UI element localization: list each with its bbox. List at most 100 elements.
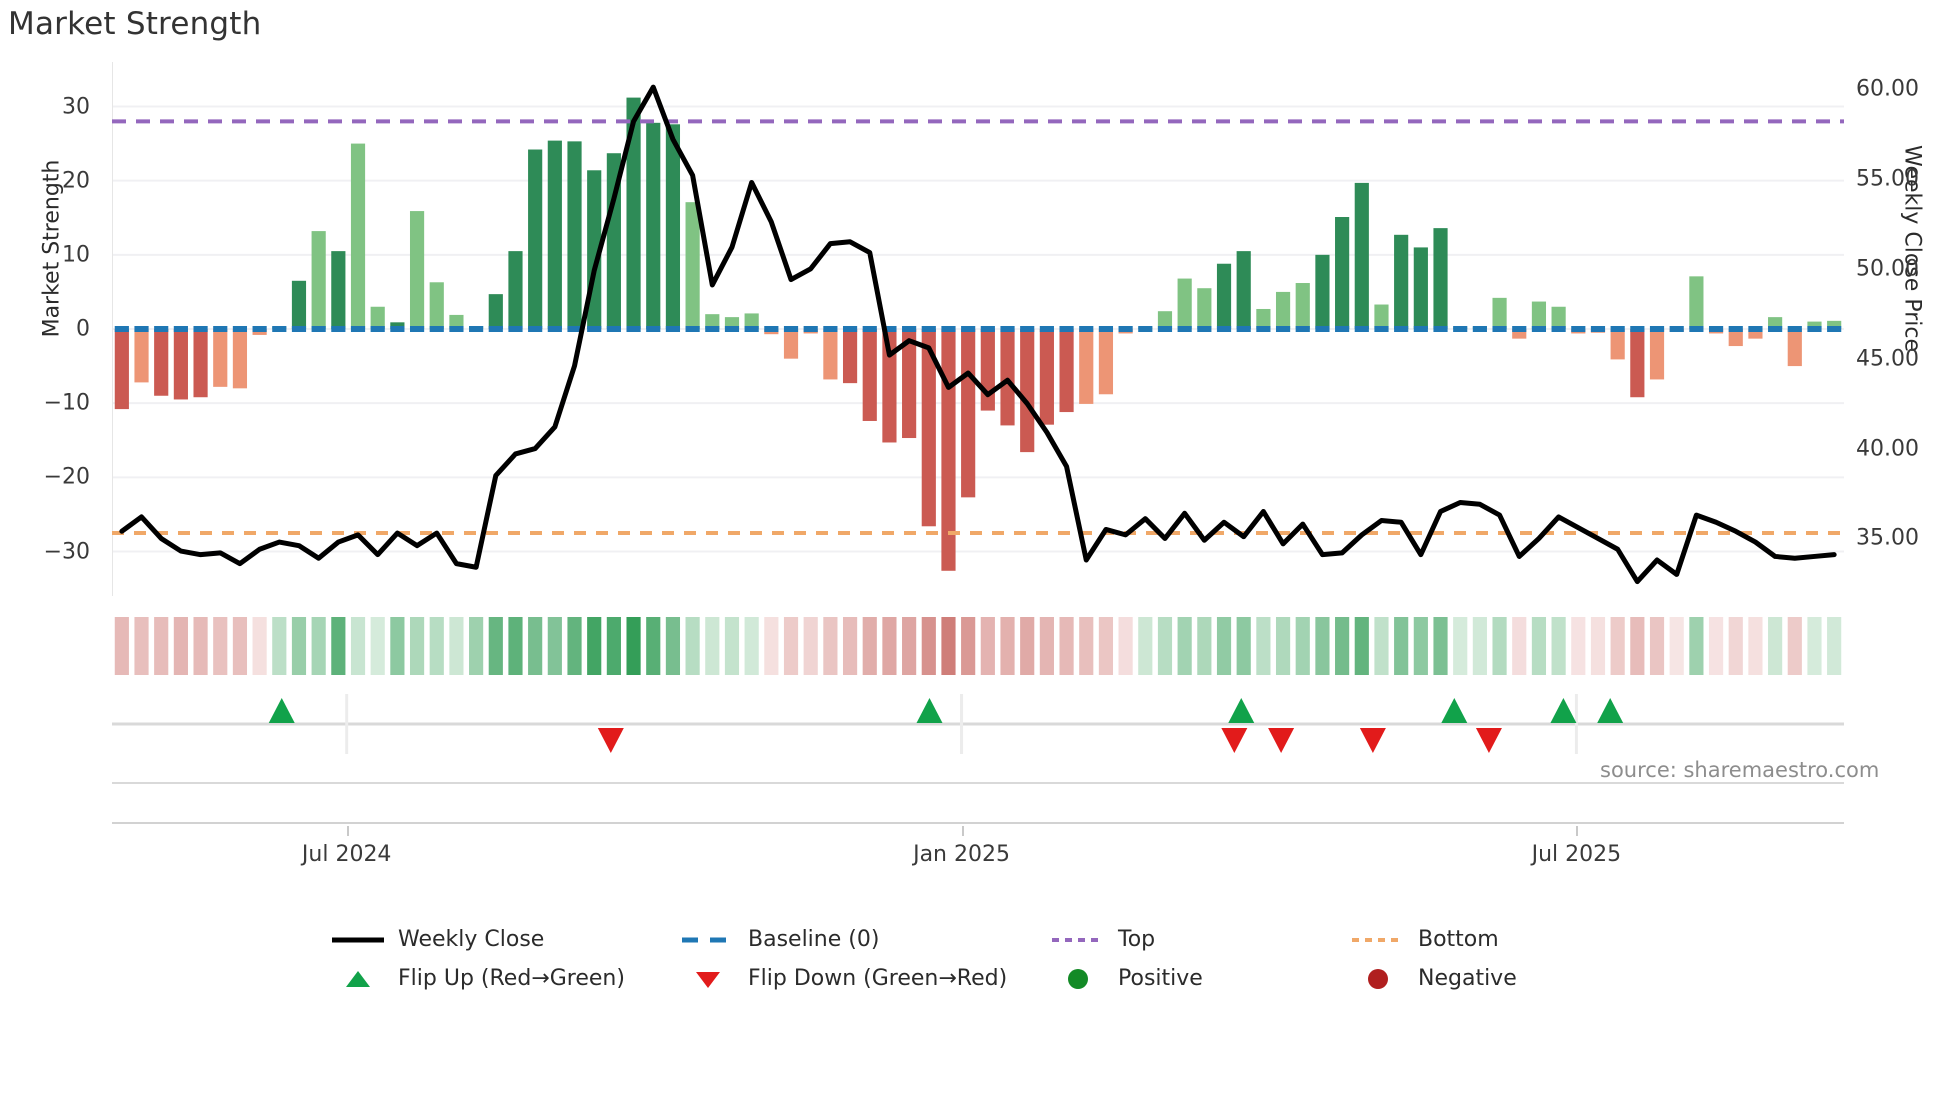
strength-bar [134,329,149,383]
legend-label: Baseline (0) [748,926,880,952]
strength-bar [1807,321,1822,329]
weekly-close-line [119,84,1837,585]
strength-bar [1787,329,1802,367]
legend-label: Bottom [1418,926,1499,952]
flip-up-marker [916,698,943,723]
heatmap-cell [469,617,484,675]
x-axis-tick-mark [346,826,349,836]
strength-bar [370,306,385,329]
strength-bar [665,124,681,329]
legend-item[interactable]: Top [1050,928,1350,951]
strength-bar [1295,283,1310,329]
heatmap-cell [803,617,818,675]
flip-up-marker [1597,698,1624,723]
strength-bar [1531,301,1547,329]
strength-bar [1689,276,1704,329]
strength-bar [1413,247,1428,329]
y-axis-left-ticks: 30 20 10 0 −10 −20 −30 [0,0,104,1102]
heatmap-cell [1748,617,1763,675]
heatmap-cell [154,617,169,675]
heatmap-cell [508,617,523,675]
legend-item[interactable]: Negative [1350,967,1670,990]
dotted-line-icon [1050,929,1106,951]
strength-bar [1275,291,1291,329]
strength-bar [1768,317,1783,329]
strength-bar [724,317,740,329]
strength-bar [1551,306,1566,329]
heatmap-cell [213,617,228,675]
x-axis-ticks: Jul 2024 Jan 2025 Jul 2025 [112,826,1844,876]
heatmap-cell [1787,617,1802,675]
legend-item[interactable]: Bottom [1350,926,1670,952]
heatmap-cell [291,617,307,675]
strength-bar [1492,297,1507,329]
strength-bar [1315,254,1330,329]
heatmap-cell [705,617,720,675]
strength-bar [902,329,917,439]
heatmap-cell [980,617,995,675]
heatmap-cell [1177,617,1192,675]
flip-down-marker [1221,728,1248,753]
legend-item[interactable]: Flip Up (Red→Green) [330,967,680,990]
strength-bar [646,122,661,329]
heatmap-cell [1236,617,1251,675]
strength-bar [173,329,188,400]
heatmap-cell [1669,617,1684,675]
legend-item[interactable]: Baseline (0) [680,926,1050,952]
strength-bar [626,97,641,329]
heatmap-cell [173,617,188,675]
legend-item[interactable]: Flip Down (Green→Red) [680,967,1050,990]
heatmap-cell [1039,617,1054,675]
strength-bar [1256,308,1271,329]
strength-bar [1157,311,1173,329]
heatmap-cell [685,617,700,675]
triangle-up-icon [330,968,386,990]
heatmap-cell [1807,617,1822,675]
y-axis-left-tick: 20 [62,168,90,194]
heatmap-cell [252,617,267,675]
heatmap-cell [114,617,129,675]
y-axis-right-tick: 50.00 [1856,256,1919,282]
flip-up-marker [1441,698,1468,723]
heatmap-cell [1827,617,1842,675]
main-plot-area [112,62,1844,596]
strength-bar [114,329,129,410]
y-axis-left-tick: 0 [76,316,90,342]
heatmap-cell [1590,617,1606,675]
strength-bar [1000,329,1015,426]
strength-heatmap-strip [112,615,1844,677]
strength-bar [1177,278,1192,329]
strength-bar [1610,329,1625,360]
heatmap-cell [567,617,582,675]
heatmap-cell [1197,617,1212,675]
heatmap-cell [1079,617,1094,675]
heatmap-cell [449,617,464,675]
legend-item[interactable]: Weekly Close [330,926,680,952]
legend-item[interactable]: Positive [1050,967,1350,990]
strength-bar [1433,228,1448,329]
strength-bar [429,282,444,329]
strength-bar [567,141,582,329]
strength-bar [1335,217,1350,329]
strength-bar [882,329,897,443]
heatmap-cell [1630,617,1645,675]
flip-up-marker [268,698,295,723]
strength-bar [1236,251,1251,329]
strength-bar [1039,329,1054,425]
strength-bar [1827,320,1842,329]
heatmap-cell [1157,617,1173,675]
strength-bar [823,329,838,380]
heatmap-cell [1098,617,1114,675]
strength-bar [1374,304,1389,329]
strength-bar [1748,329,1763,339]
strength-bar [921,329,936,527]
legend-label: Weekly Close [398,926,545,952]
strength-bar [862,329,877,421]
strength-bar [1216,263,1232,329]
x-axis-tick-label: Jul 2024 [301,842,392,867]
heatmap-cell [921,617,936,675]
strength-bar [1354,182,1369,329]
strength-bar [1649,329,1665,380]
flip-down-marker [1359,728,1386,753]
